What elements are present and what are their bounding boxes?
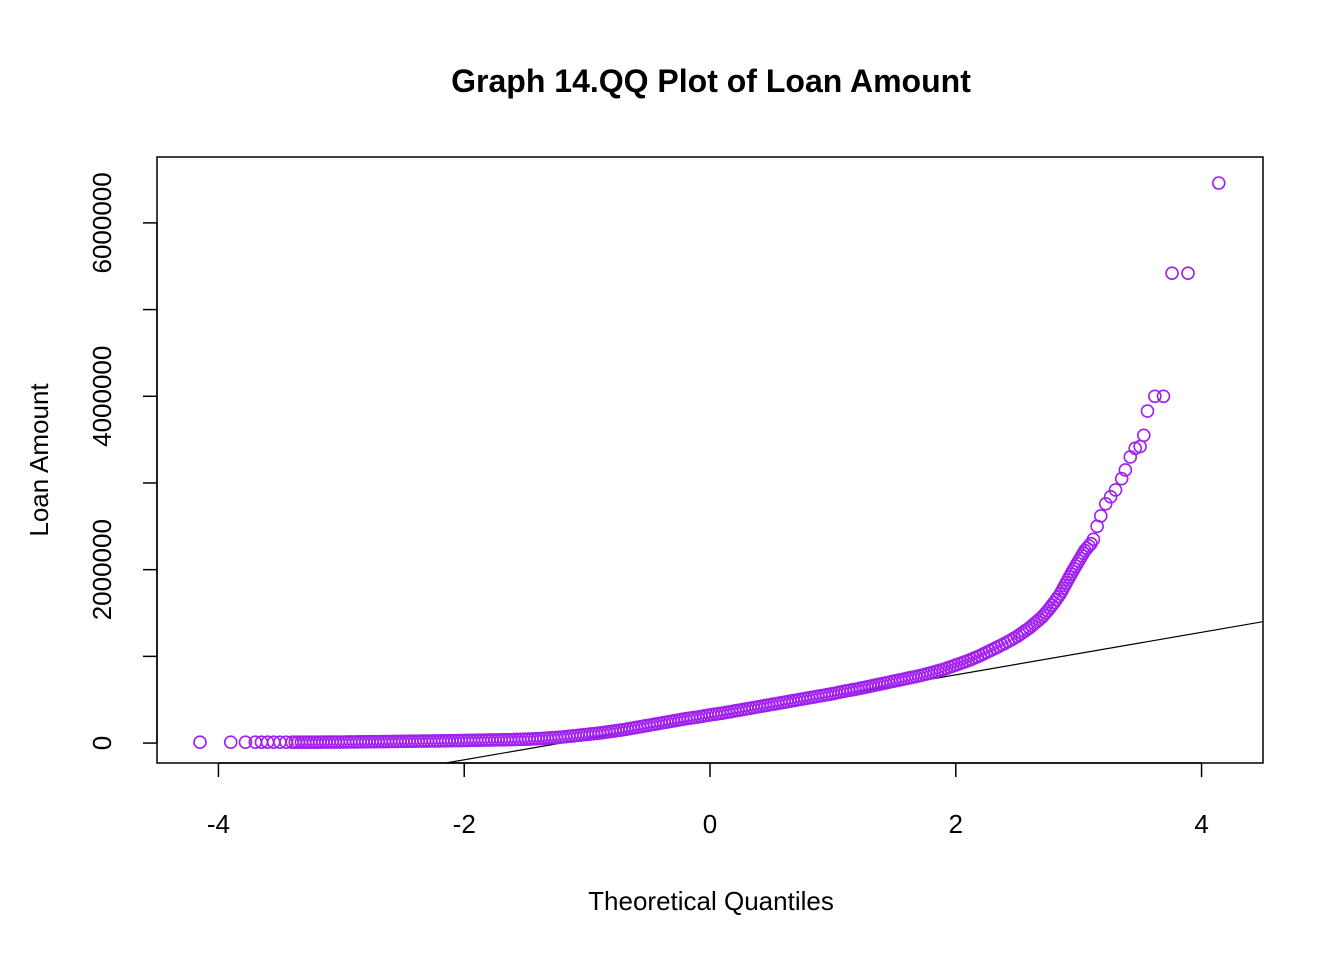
x-tick-label: -2 xyxy=(453,809,476,839)
y-tick-label: 4000000 xyxy=(87,346,117,447)
qq-point xyxy=(1093,509,1108,523)
qq-point xyxy=(1108,483,1123,497)
qq-point xyxy=(1118,463,1133,477)
x-axis-label: Theoretical Quantiles xyxy=(588,886,834,916)
y-tick-label: 0 xyxy=(87,736,117,750)
data-points xyxy=(193,176,1226,749)
y-tick-label: 6000000 xyxy=(87,172,117,273)
x-tick-label: 0 xyxy=(703,809,717,839)
qq-point xyxy=(1156,389,1171,404)
qq-point xyxy=(238,735,253,749)
y-axis: 0 2000000 4000000 6000000 xyxy=(87,172,158,750)
y-tick-label: 2000000 xyxy=(87,519,117,620)
x-axis: -4 -2 0 2 4 xyxy=(207,762,1209,839)
qq-point xyxy=(1140,404,1155,418)
qq-point xyxy=(1082,539,1096,553)
x-tick-label: 4 xyxy=(1194,809,1208,839)
qq-point xyxy=(1165,266,1179,280)
qq-point xyxy=(223,735,238,749)
qq-point xyxy=(1181,266,1195,280)
qq-point xyxy=(1103,490,1118,504)
x-tick-label: 2 xyxy=(949,809,963,839)
qq-point xyxy=(1136,428,1151,443)
qq-point xyxy=(1080,541,1094,556)
qq-point xyxy=(1098,496,1113,511)
qq-point xyxy=(1211,176,1226,190)
chart-title: Graph 14.QQ Plot of Loan Amount xyxy=(451,63,971,99)
qq-point xyxy=(193,735,207,749)
qq-point xyxy=(1148,389,1162,404)
plot-frame xyxy=(156,156,1264,764)
x-tick-label: -4 xyxy=(207,809,230,839)
qq-point xyxy=(1086,532,1101,547)
qq-point xyxy=(1114,471,1129,486)
y-axis-label: Loan Amount xyxy=(24,383,54,537)
